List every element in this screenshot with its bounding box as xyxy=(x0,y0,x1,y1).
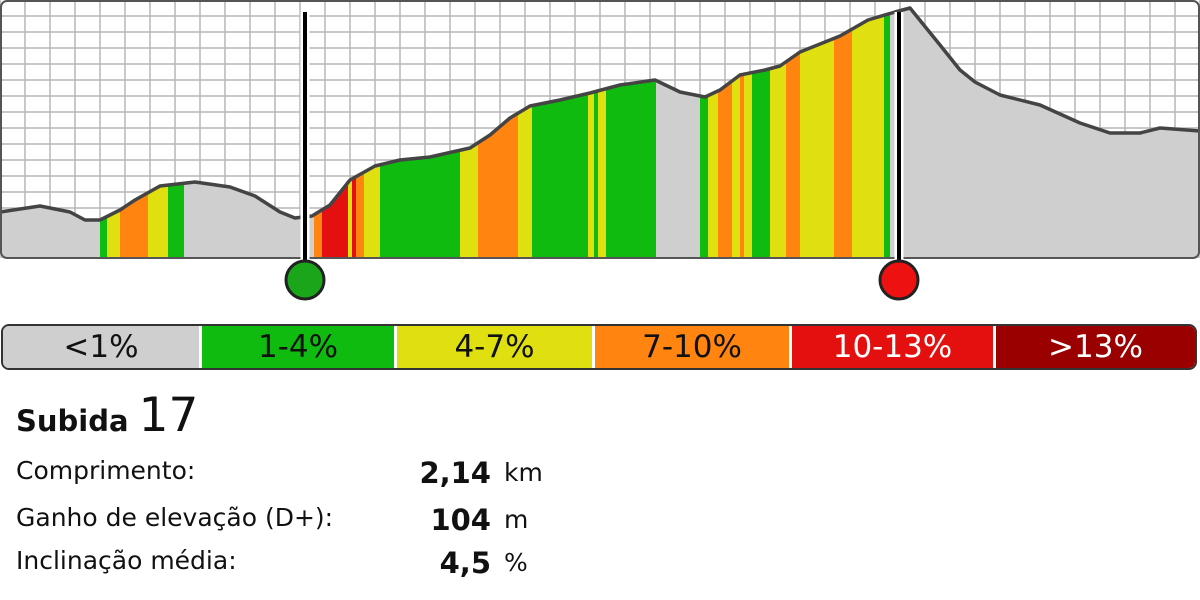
gradient-band xyxy=(606,80,656,258)
gradient-band xyxy=(786,52,800,258)
legend-label: 10-13% xyxy=(832,329,953,365)
gradient-legend: <1% 1-4% 4-7% 7-10% 10-13% >13% xyxy=(1,324,1197,370)
gradient-band xyxy=(598,88,606,258)
gradient-band xyxy=(852,15,884,258)
gradient-band xyxy=(100,216,107,258)
stat-row-elevation-gain: Ganho de elevação (D+): 104 m xyxy=(16,503,576,539)
stat-value: 2,14 xyxy=(419,456,491,490)
gradient-band xyxy=(460,142,478,258)
legend-cell-4-7: 4-7% xyxy=(397,326,595,368)
gradient-band xyxy=(314,209,322,258)
gradient-band xyxy=(800,38,834,259)
climb-markers xyxy=(284,12,920,301)
legend-cell-7-10: 7-10% xyxy=(595,326,792,368)
gradient-band xyxy=(884,13,890,259)
gradient-band xyxy=(718,81,732,258)
legend-cell-lt1: <1% xyxy=(3,326,202,368)
gradient-band xyxy=(594,90,598,258)
stat-value: 104 xyxy=(430,503,491,537)
gradient-band xyxy=(107,210,120,258)
stat-value: 4,5 xyxy=(439,546,491,580)
gradient-band xyxy=(732,75,740,258)
stat-label: Ganho de elevação (D+): xyxy=(16,503,334,532)
gradient-band xyxy=(770,61,786,258)
legend-label: <1% xyxy=(63,329,139,365)
legend-cell-1-4: 1-4% xyxy=(202,326,397,368)
gradient-band xyxy=(322,182,348,258)
stat-label: Inclinação média: xyxy=(16,546,237,575)
gradient-band xyxy=(518,105,532,258)
climb-start-marker-dot xyxy=(284,259,326,301)
gradient-band xyxy=(148,185,168,258)
gradient-band xyxy=(168,183,184,258)
stat-unit: m xyxy=(504,505,529,534)
gradient-band xyxy=(120,192,148,258)
gradient-band xyxy=(740,74,744,258)
stat-label: Comprimento: xyxy=(16,456,196,485)
legend-label: >13% xyxy=(1048,329,1143,365)
gradient-band xyxy=(708,90,718,258)
profile-outline xyxy=(0,6,1200,222)
legend-label: 4-7% xyxy=(454,329,535,365)
gradient-band xyxy=(744,72,752,258)
chart-frame xyxy=(0,0,1200,259)
gradient-band xyxy=(752,68,770,259)
legend-cell-10-13: 10-13% xyxy=(792,326,996,368)
climb-end-marker-dot xyxy=(878,259,920,301)
climb-number: 17 xyxy=(138,388,199,443)
gradient-bands xyxy=(100,13,890,259)
stat-unit: km xyxy=(504,458,543,487)
gradient-band xyxy=(588,91,594,258)
climb-word: Subida xyxy=(16,404,129,438)
legend-label: 7-10% xyxy=(642,329,742,365)
gradient-band xyxy=(356,172,364,258)
elevation-profile-chart xyxy=(0,0,1200,301)
legend-label: 1-4% xyxy=(257,329,339,365)
stat-row-average-grade: Inclinação média: 4,5 % xyxy=(16,546,576,582)
gradient-band xyxy=(348,178,352,258)
gradient-band xyxy=(364,164,380,258)
gradient-band xyxy=(352,176,356,258)
stat-row-length: Comprimento: 2,14 km xyxy=(16,456,576,492)
climb-title: Subida 17 xyxy=(16,388,198,443)
gradient-band xyxy=(478,113,518,258)
gradient-band xyxy=(532,93,588,258)
profile-outline-line xyxy=(0,6,1200,222)
legend-cell-gt13: >13% xyxy=(996,326,1195,368)
gradient-band xyxy=(700,95,708,258)
stat-unit: % xyxy=(504,548,528,577)
gradient-band xyxy=(380,150,460,258)
gradient-band xyxy=(834,29,852,259)
